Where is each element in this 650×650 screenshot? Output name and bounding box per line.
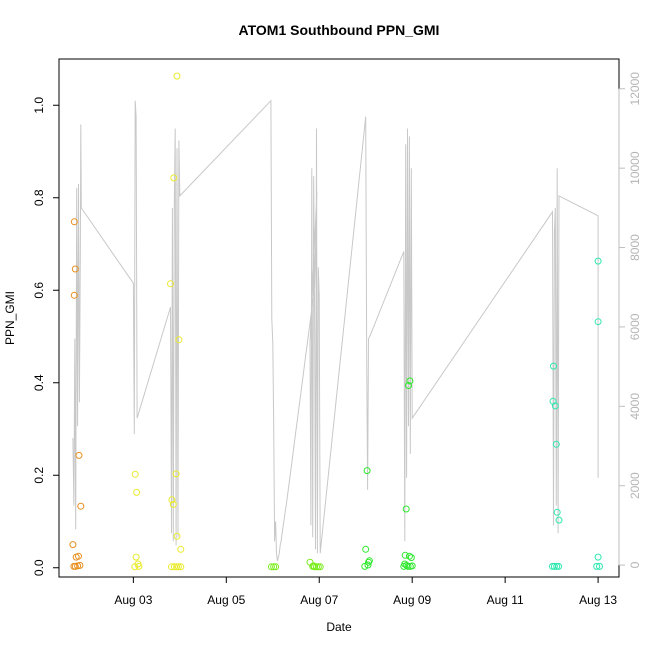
x-axis-label: Date bbox=[326, 620, 352, 634]
data-point bbox=[168, 496, 176, 504]
data-point bbox=[406, 377, 414, 385]
y-tick-label: 0.6 bbox=[32, 282, 46, 299]
data-point bbox=[70, 291, 78, 299]
data-point bbox=[75, 451, 83, 459]
data-point bbox=[316, 563, 324, 571]
data-point bbox=[69, 541, 77, 549]
data-point bbox=[550, 362, 557, 370]
data-point bbox=[174, 563, 182, 571]
data-point bbox=[408, 562, 416, 570]
data-point bbox=[361, 562, 369, 570]
data-point bbox=[365, 557, 373, 565]
chart-title: ATOM1 Southbound PPN_GMI bbox=[239, 22, 440, 38]
points-layer bbox=[69, 72, 603, 571]
y2-tick-label: 8000 bbox=[628, 234, 642, 261]
y2-tick-label: 2000 bbox=[628, 472, 642, 499]
data-point bbox=[552, 440, 560, 448]
data-point bbox=[131, 563, 139, 571]
x-tick-label: Aug 11 bbox=[487, 593, 524, 607]
y-tick-label: 0.2 bbox=[32, 467, 46, 484]
data-point bbox=[400, 562, 408, 570]
data-point bbox=[272, 563, 280, 571]
y-tick-label: 0.0 bbox=[32, 559, 46, 576]
y-tick-label: 1.0 bbox=[32, 97, 46, 114]
plot-frame bbox=[58, 58, 620, 578]
x-tick-label: Aug 03 bbox=[114, 593, 152, 607]
data-point bbox=[177, 545, 185, 553]
y2-tick-label: 12000 bbox=[628, 72, 642, 106]
data-point bbox=[553, 508, 561, 516]
data-point bbox=[270, 563, 278, 571]
y-axis-left: 0.0 0.2 0.4 0.6 0.8 1.0 bbox=[32, 97, 60, 576]
x-tick-label: Aug 07 bbox=[300, 593, 338, 607]
data-point bbox=[173, 532, 181, 540]
x-tick-label: Aug 05 bbox=[207, 593, 245, 607]
data-point bbox=[169, 500, 177, 508]
data-point bbox=[170, 174, 178, 182]
data-point bbox=[594, 553, 602, 561]
data-point bbox=[76, 561, 84, 569]
data-point bbox=[404, 562, 412, 570]
y-tick-label: 0.8 bbox=[32, 189, 46, 206]
data-point bbox=[177, 563, 185, 571]
data-point bbox=[402, 505, 410, 513]
data-point bbox=[77, 502, 85, 510]
data-point bbox=[75, 552, 82, 560]
data-point bbox=[168, 563, 175, 571]
data-point bbox=[71, 265, 79, 273]
data-point bbox=[555, 562, 563, 570]
x-tick-label: Aug 13 bbox=[579, 593, 617, 607]
y2-tick-label: 4000 bbox=[628, 393, 642, 420]
data-point bbox=[172, 470, 180, 478]
data-point bbox=[364, 561, 372, 569]
y-axis-right: 0 2000 4000 6000 8000 10000 12000 bbox=[618, 72, 642, 568]
line-series-layer bbox=[72, 99, 599, 562]
data-point bbox=[70, 218, 78, 226]
secondary-line-series bbox=[72, 99, 599, 562]
data-point bbox=[365, 558, 372, 566]
data-point bbox=[596, 562, 603, 570]
data-point bbox=[405, 552, 413, 560]
data-point bbox=[314, 563, 322, 571]
data-point bbox=[593, 562, 601, 570]
data-point bbox=[135, 562, 143, 570]
y2-tick-label: 10000 bbox=[628, 151, 642, 185]
data-point bbox=[594, 257, 602, 265]
x-axis: Aug 03 Aug 05 Aug 07 Aug 09 Aug 11 Aug 13 bbox=[114, 576, 617, 607]
data-point bbox=[594, 318, 602, 326]
data-point bbox=[173, 72, 181, 80]
y-axis-label: PPN_GMI bbox=[3, 291, 17, 345]
data-point bbox=[131, 470, 139, 478]
data-point bbox=[175, 336, 183, 344]
x-tick-label: Aug 09 bbox=[393, 593, 431, 607]
y2-tick-label: 6000 bbox=[628, 313, 642, 340]
y2-tick-label: 0 bbox=[628, 561, 642, 568]
data-point bbox=[133, 488, 141, 496]
data-point bbox=[550, 562, 558, 570]
data-point bbox=[407, 554, 415, 562]
data-point bbox=[167, 280, 174, 288]
data-point bbox=[363, 467, 371, 475]
data-point bbox=[310, 562, 318, 570]
data-point bbox=[132, 553, 140, 561]
data-point bbox=[553, 562, 561, 570]
data-point bbox=[401, 551, 409, 559]
data-point bbox=[551, 402, 559, 410]
data-point bbox=[362, 545, 370, 553]
data-point bbox=[267, 563, 275, 571]
y-tick-label: 0.4 bbox=[32, 374, 46, 391]
data-point bbox=[405, 382, 412, 389]
data-point bbox=[555, 516, 563, 524]
